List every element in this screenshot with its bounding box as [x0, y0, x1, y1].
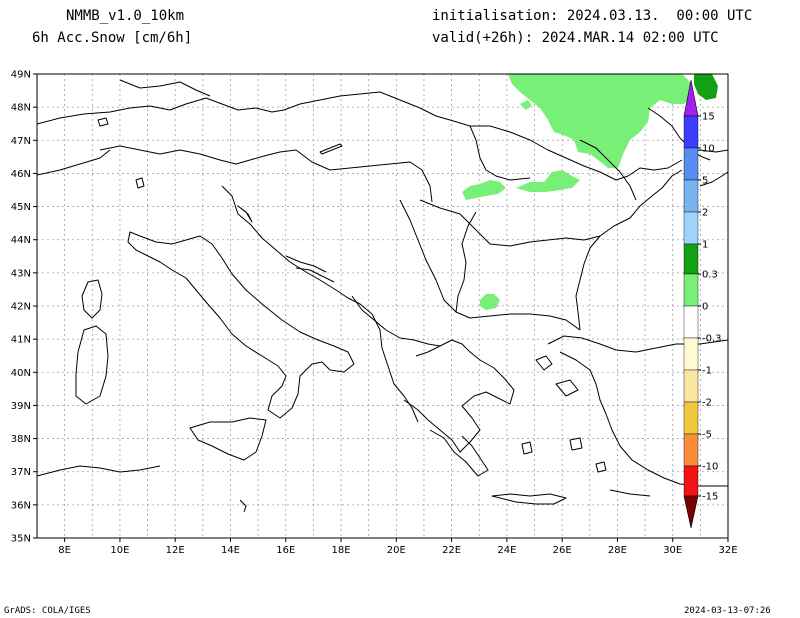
footer-timestamp: 2024-03-13-07:26: [684, 606, 771, 616]
lon-label: 10E: [110, 545, 129, 556]
colorbar-label: 0: [702, 302, 708, 313]
lat-label: 37N: [11, 467, 31, 478]
lat-label: 43N: [11, 268, 31, 279]
colorbar-band: [683, 369, 699, 403]
lon-label: 30E: [663, 545, 682, 556]
lat-label: 41N: [11, 335, 31, 346]
snow-area-ukraine: [508, 74, 692, 168]
lon-label: 18E: [332, 545, 351, 556]
colorbar-label: 10: [702, 144, 715, 155]
footer-credit: GrADS: COLA/IGES: [4, 606, 91, 616]
lon-label: 20E: [387, 545, 406, 556]
lon-label: 8E: [58, 545, 71, 556]
colorbar-band: [683, 305, 699, 339]
parameter-title: 6h Acc.Snow [cm/6h]: [32, 30, 193, 46]
valid-time: valid(+26h): 2024.MAR.14 02:00 UTC: [432, 30, 719, 46]
colorbar-label: 2: [702, 208, 708, 219]
snow-area-romania-2: [516, 170, 580, 192]
lat-label: 49N: [11, 70, 31, 81]
lon-label: 12E: [166, 545, 185, 556]
lat-label: 48N: [11, 103, 31, 114]
colorbar-label: -5: [702, 430, 712, 441]
longitude-labels: 8E 10E 12E 14E 16E 18E 20E 22E 24E 26E 28E 30E 32E: [58, 538, 738, 556]
snow-area-crimea: [520, 100, 532, 110]
colorbar-band: [683, 211, 699, 245]
colorbar-band: [683, 337, 699, 371]
lat-label: 45N: [11, 202, 31, 213]
colorbar-band: [683, 401, 699, 435]
lon-label: 22E: [442, 545, 461, 556]
lon-label: 16E: [276, 545, 295, 556]
colorbar-band: [683, 465, 699, 497]
colorbar-label: 0.3: [702, 270, 718, 281]
colorbar-label: -0.3: [702, 334, 722, 345]
lat-label: 46N: [11, 169, 31, 180]
lon-label: 14E: [221, 545, 240, 556]
lon-label: 28E: [608, 545, 627, 556]
lat-label: 38N: [11, 434, 31, 445]
colorbar-band: [683, 433, 699, 467]
colorbar-band: [683, 115, 699, 149]
colorbar-cap-bottom: [683, 495, 699, 529]
colorbar-label: 15: [702, 112, 715, 123]
colorbar-label: 1: [702, 240, 708, 251]
lat-label: 44N: [11, 235, 31, 246]
snow-area-bulgaria: [480, 294, 500, 310]
lat-label: 36N: [11, 500, 31, 511]
colorbar-label: -1: [702, 366, 712, 377]
colorbar-label: -2: [702, 398, 712, 409]
lat-label: 35N: [11, 534, 31, 545]
lat-label: 40N: [11, 368, 31, 379]
snow-fields: [462, 74, 718, 310]
grid-lines: [37, 74, 728, 538]
colorbar-band: [683, 273, 699, 307]
init-time: initialisation: 2024.03.13. 00:00 UTC: [432, 8, 753, 24]
lon-label: 24E: [497, 545, 516, 556]
lat-label: 42N: [11, 302, 31, 313]
lat-label: 47N: [11, 136, 31, 147]
colorbar-band: [683, 243, 699, 275]
model-title: NMMB_v1.0_10km: [66, 8, 185, 24]
colorbar-band: [683, 147, 699, 181]
lon-label: 32E: [718, 545, 737, 556]
colorbar-label: 5: [702, 176, 708, 187]
colorbar-label: -10: [702, 462, 718, 473]
colorbar-label: -15: [702, 492, 718, 503]
colorbar-labels: 15 10 5 2 1 0.3 0 -0.3 -1 -2 -5 -10 -15: [698, 112, 722, 503]
colorbar: [683, 79, 699, 529]
snow-area-russia-dark: [694, 74, 718, 100]
lon-label: 26E: [553, 545, 572, 556]
coastlines-borders: [37, 79, 728, 513]
lat-label: 39N: [11, 401, 31, 412]
latitude-labels: 35N 36N 37N 38N 39N 40N 41N 42N 43N 44N 45N 46N 47N 4…: [11, 70, 37, 545]
snow-area-romania-1: [462, 180, 506, 200]
colorbar-band: [683, 179, 699, 213]
